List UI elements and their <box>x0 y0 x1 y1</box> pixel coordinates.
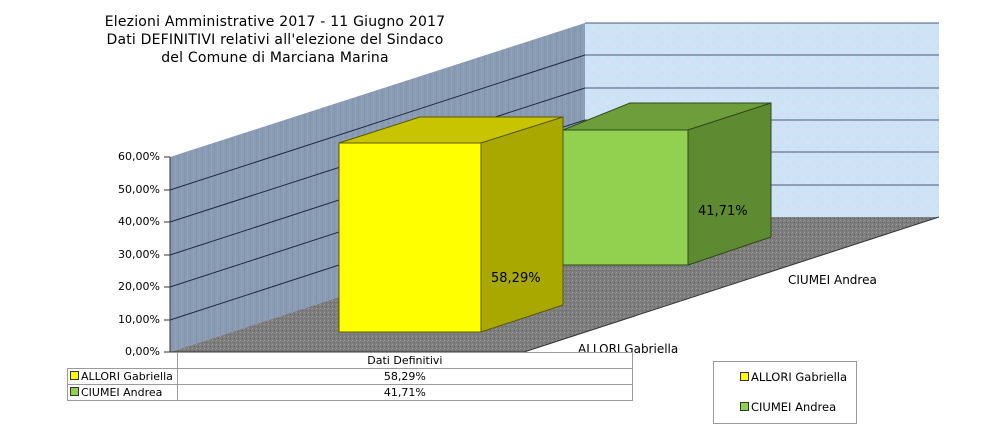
table-row: ALLORI Gabriella 58,29% <box>67 368 633 385</box>
chart-title-line-2: Dati DEFINITIVI relativi all'elezione de… <box>106 32 444 48</box>
table-row-value: 58,29% <box>176 368 633 385</box>
y-tick-10: 10,00% <box>118 313 160 326</box>
chart-title-line-1: Elezioni Amministrative 2017 - 11 Giugno… <box>104 14 446 30</box>
table-row: CIUMEI Andrea 41,71% <box>67 384 633 401</box>
category-label-ciumei: CIUMEI Andrea <box>788 273 877 287</box>
legend-item-allori[interactable]: ALLORI Gabriella <box>740 370 847 384</box>
chart-title: Elezioni Amministrative 2017 - 11 Giugno… <box>60 13 490 67</box>
data-table-header-row: Dati Definitivi <box>68 352 633 369</box>
y-tick-60: 60,00% <box>118 150 160 163</box>
table-row-key: ALLORI Gabriella <box>81 370 173 383</box>
chart-title-line-3: del Comune di Marciana Marina <box>161 50 389 66</box>
bar-allori-front <box>338 142 482 333</box>
y-tick-30: 30,00% <box>118 248 160 261</box>
data-table-header: Dati Definitivi <box>176 352 633 369</box>
yellow-swatch-icon <box>70 371 79 380</box>
legend: ALLORI Gabriella CIUMEI Andrea <box>713 361 857 424</box>
bar-allori-gabriella[interactable] <box>338 116 564 333</box>
legend-label: ALLORI Gabriella <box>751 370 848 384</box>
yellow-swatch-icon <box>740 372 749 381</box>
y-tick-40: 40,00% <box>118 215 160 228</box>
y-tick-20: 20,00% <box>118 280 160 293</box>
data-table: Dati Definitivi ALLORI Gabriella 58,29% … <box>67 352 633 401</box>
bar-ciumei-front <box>562 129 689 266</box>
bar-ciumei-andrea[interactable] <box>562 102 772 266</box>
bar-ciumei-side <box>687 102 772 266</box>
data-label-allori: 58,29% <box>491 271 541 286</box>
bar-allori-side <box>480 116 564 333</box>
green-swatch-icon <box>740 402 749 411</box>
legend-item-ciumei[interactable]: CIUMEI Andrea <box>740 400 836 414</box>
y-tick-50: 50,00% <box>118 183 160 196</box>
table-row-value: 41,71% <box>176 384 633 401</box>
data-label-ciumei: 41,71% <box>698 204 748 219</box>
green-swatch-icon <box>70 387 79 396</box>
table-row-key: CIUMEI Andrea <box>81 386 163 399</box>
legend-label: CIUMEI Andrea <box>751 400 837 414</box>
y-tick-0: 0,00% <box>125 345 160 358</box>
